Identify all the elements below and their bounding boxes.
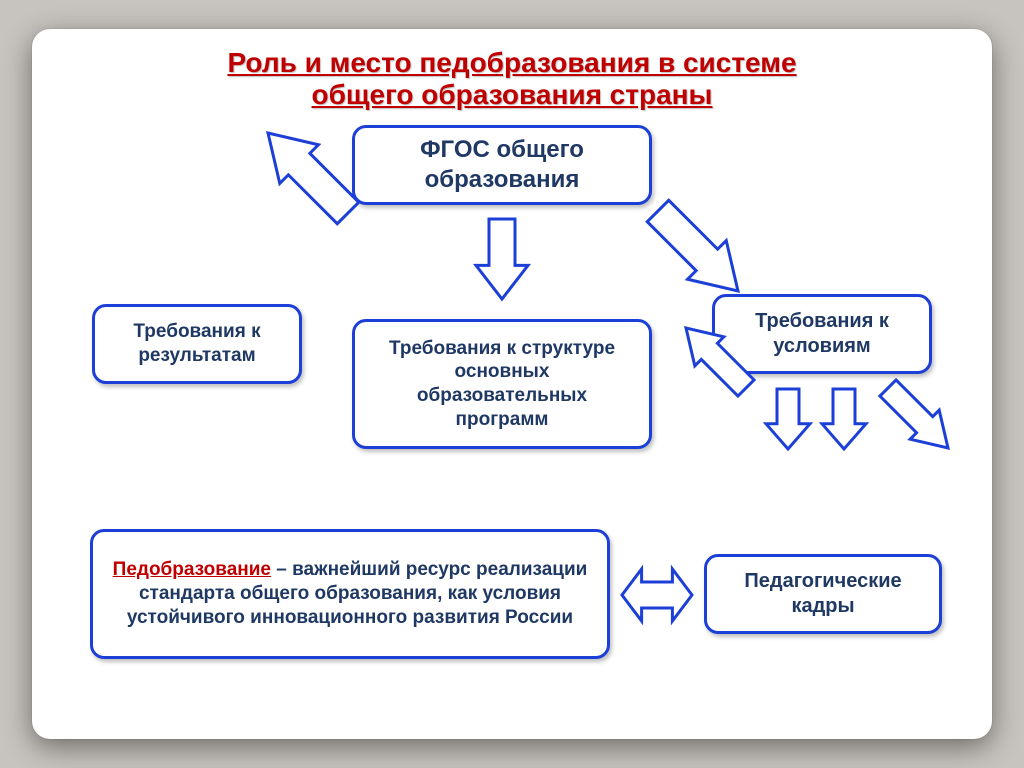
arrow-a2	[476, 219, 528, 299]
arrow-a1	[274, 209, 354, 289]
node-fgos-label: ФГОС общего образования	[369, 135, 635, 195]
node-results: Требования к результатам	[92, 304, 302, 384]
node-pedo-label: Педобразование – важнейший ресурс реализ…	[107, 558, 593, 629]
title-line1: Роль и место педобразования в системе	[227, 47, 796, 78]
slide: Роль и место педобразования в системе об…	[32, 29, 992, 739]
node-staff-label: Педагогические кадры	[721, 569, 925, 619]
arrow-a5	[766, 389, 810, 449]
node-staff: Педагогические кадры	[704, 554, 942, 634]
node-pedo-keyword: Педобразование	[113, 559, 271, 580]
node-structure: Требования к структуре основных образова…	[352, 319, 652, 449]
arrow-a7	[882, 384, 942, 444]
node-pedobrazovanie: Педобразование – важнейший ресурс реализ…	[90, 529, 610, 659]
slide-title: Роль и место педобразования в системе об…	[32, 47, 992, 111]
title-line2: общего образования страны	[312, 79, 713, 110]
node-structure-label: Требования к структуре основных образова…	[369, 337, 635, 432]
arrow-a3	[652, 207, 732, 287]
arrow-a4	[692, 384, 752, 444]
node-fgos: ФГОС общего образования	[352, 125, 652, 205]
arrow-a8	[622, 569, 692, 621]
arrow-a6	[822, 389, 866, 449]
node-results-label: Требования к результатам	[109, 320, 285, 368]
node-conditions-label: Требования к условиям	[729, 309, 915, 359]
node-conditions: Требования к условиям	[712, 294, 932, 374]
